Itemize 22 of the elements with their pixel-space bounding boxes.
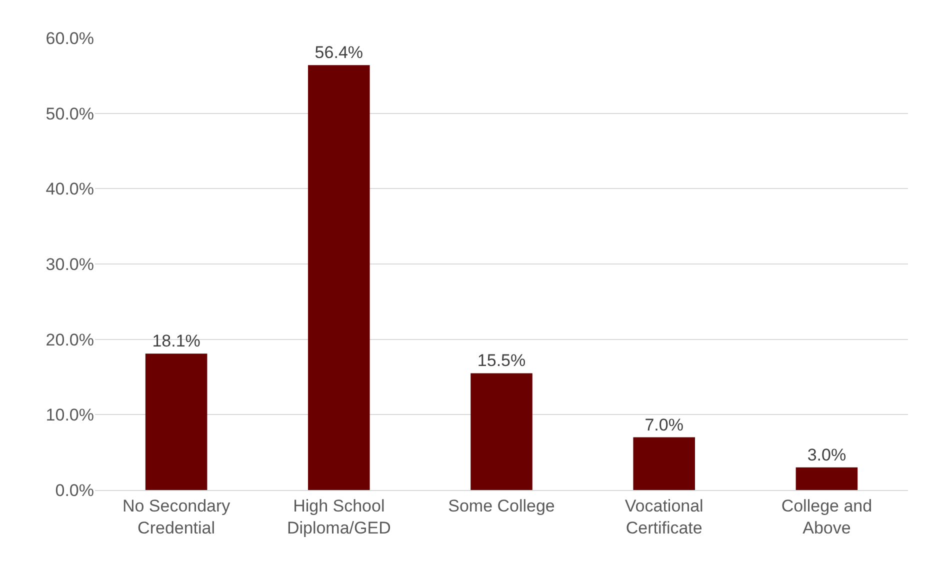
y-tick-label: 10.0% xyxy=(46,406,94,425)
x-tick-label: Vocational Certificate xyxy=(624,496,704,538)
y-tick-label: 30.0% xyxy=(46,254,94,274)
x-tick-label: High School Diploma/GED xyxy=(286,496,391,538)
x-tick-label: College and Above xyxy=(781,496,872,538)
y-tick-label: 60.0% xyxy=(46,28,94,48)
bar xyxy=(633,437,695,490)
data-label: 7.0% xyxy=(644,415,684,434)
y-tick-label: 0.0% xyxy=(55,480,94,500)
x-tick-label: Some College xyxy=(448,496,555,516)
data-label: 3.0% xyxy=(807,445,846,464)
bar xyxy=(145,354,208,490)
data-label: 15.5% xyxy=(477,351,526,370)
y-tick-label: 50.0% xyxy=(46,104,94,124)
x-tick-label: No Secondary Credential xyxy=(122,496,231,538)
data-label: 56.4% xyxy=(314,43,363,62)
bar xyxy=(308,65,370,490)
y-tick-label: 40.0% xyxy=(46,180,94,199)
bar xyxy=(470,373,532,490)
data-label: 18.1% xyxy=(152,332,200,351)
y-tick-label: 20.0% xyxy=(46,330,94,350)
bar xyxy=(796,467,858,490)
